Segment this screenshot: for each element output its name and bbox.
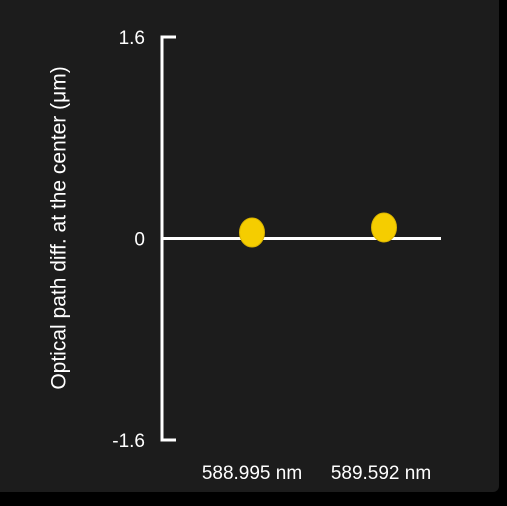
y-ticks: 1.6 0 -1.6 xyxy=(112,28,176,452)
data-point xyxy=(239,217,265,248)
y-axis-title: Optical path diff. at the center (μm) xyxy=(48,66,71,389)
x-tick-label: 589.592 nm xyxy=(331,463,431,484)
data-point xyxy=(371,212,397,243)
x-tick-labels: 588.995 nm 589.592 nm xyxy=(202,463,431,484)
y-tick-label: -1.6 xyxy=(112,431,145,452)
y-tick-label: 1.6 xyxy=(119,28,145,49)
data-points xyxy=(239,212,397,248)
x-tick-label: 588.995 nm xyxy=(202,463,302,484)
y-tick-label: 0 xyxy=(134,230,145,251)
